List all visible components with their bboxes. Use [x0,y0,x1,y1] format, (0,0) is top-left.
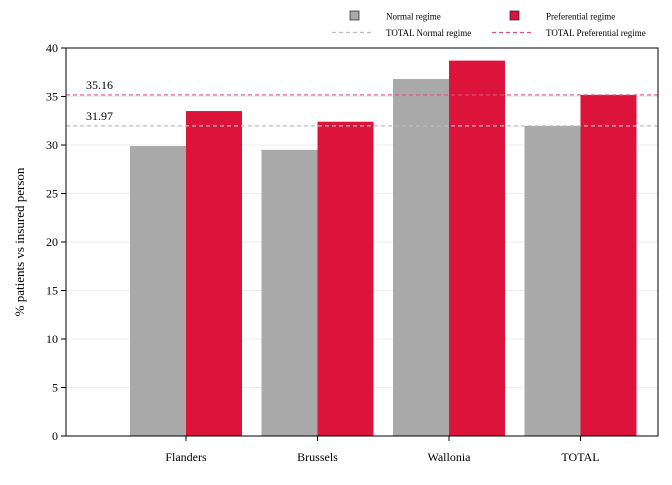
y-tick-label: 0 [52,429,58,443]
y-tick-label: 40 [46,41,58,55]
reference-line-label: 31.97 [86,109,113,123]
bar-preferential-brussels [317,121,374,436]
y-tick-label: 35 [46,90,58,104]
reference-line-label: 35.16 [86,78,113,92]
y-tick-label: 30 [46,138,58,152]
y-axis: 0 5 10 15 20 25 30 35 40 [46,41,66,443]
bar-preferential-total [580,94,637,436]
y-tick-label: 20 [46,235,58,249]
y-tick-label: 5 [52,381,58,395]
bar-normal-flanders [130,145,186,436]
y-axis-label: % patients vs insured person [12,167,27,316]
legend: Normal regime Preferential regime TOTAL No… [332,10,646,38]
reference-lines: 31.97 35.16 [66,78,658,127]
legend-label: TOTAL Normal regime [386,28,471,38]
bar-normal-total [524,125,581,437]
y-tick-label: 25 [46,187,58,201]
legend-label: Preferential regime [546,12,615,22]
x-tick-label: Wallonia [427,450,471,464]
x-tick-label: Brussels [297,450,338,464]
bar-normal-brussels [261,149,318,436]
x-axis: Flanders Brussels Wallonia TOTAL [165,436,600,464]
y-tick-label: 10 [46,332,58,346]
legend-label: Normal regime [386,12,441,22]
legend-swatch [349,10,360,21]
bar-preferential-wallonia [449,60,505,437]
bars [130,60,637,437]
bar-normal-wallonia [393,79,449,436]
x-tick-label: Flanders [165,450,207,464]
legend-swatch [509,10,520,21]
bar-preferential-flanders [186,111,242,437]
x-tick-label: TOTAL [561,450,599,464]
y-tick-label: 15 [46,284,58,298]
legend-label: TOTAL Preferential regime [546,28,646,38]
